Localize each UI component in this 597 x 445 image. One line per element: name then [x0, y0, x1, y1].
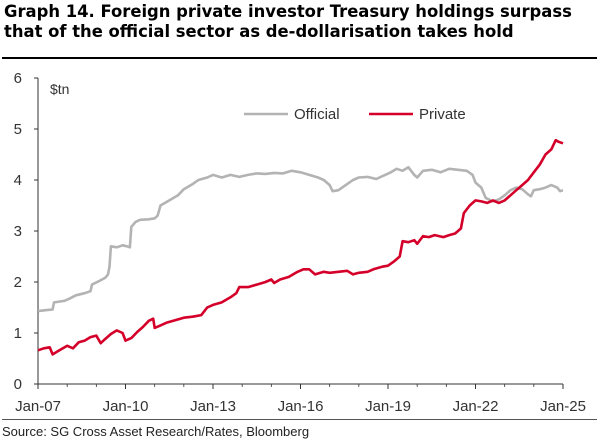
source-rule [2, 419, 597, 420]
x-tick-label: Jan-25 [540, 398, 586, 415]
y-tick-label: 4 [14, 172, 22, 189]
chart-axes: 0 1 2 3 4 5 6 $tn Jan-07 Jan-10 Jan-13 Jan-16 Jan-19… [14, 70, 586, 415]
chart-title: Graph 14. Foreign private investor Treas… [4, 2, 572, 41]
y-tick-label: 3 [14, 223, 22, 240]
x-tick-label: Jan-22 [453, 398, 499, 415]
series-line-private [37, 138, 564, 356]
y-tick-label: 2 [14, 274, 22, 291]
x-tick-label: Jan-19 [365, 398, 411, 415]
title-rule [2, 57, 597, 59]
y-tick-label: 5 [14, 121, 22, 138]
series-layer [37, 138, 564, 356]
x-tick-label: Jan-07 [15, 398, 61, 415]
y-axis-label: $tn [50, 81, 69, 97]
legend-label-private: Private [419, 106, 466, 123]
x-tick-label: Jan-13 [190, 398, 236, 415]
source-note: Source: SG Cross Asset Research/Rates, B… [2, 424, 310, 439]
chart-legend: Official Private [244, 106, 466, 123]
x-tick-label: Jan-16 [278, 398, 324, 415]
legend-label-official: Official [294, 106, 340, 123]
line-chart: 0 1 2 3 4 5 6 $tn Jan-07 Jan-10 Jan-13 Jan-16 Jan-19… [14, 70, 586, 415]
series-line-official [37, 166, 564, 313]
y-tick-label: 1 [14, 325, 22, 342]
y-tick-label: 6 [14, 70, 22, 87]
y-tick-label: 0 [14, 376, 22, 393]
x-tick-label: Jan-10 [103, 398, 149, 415]
